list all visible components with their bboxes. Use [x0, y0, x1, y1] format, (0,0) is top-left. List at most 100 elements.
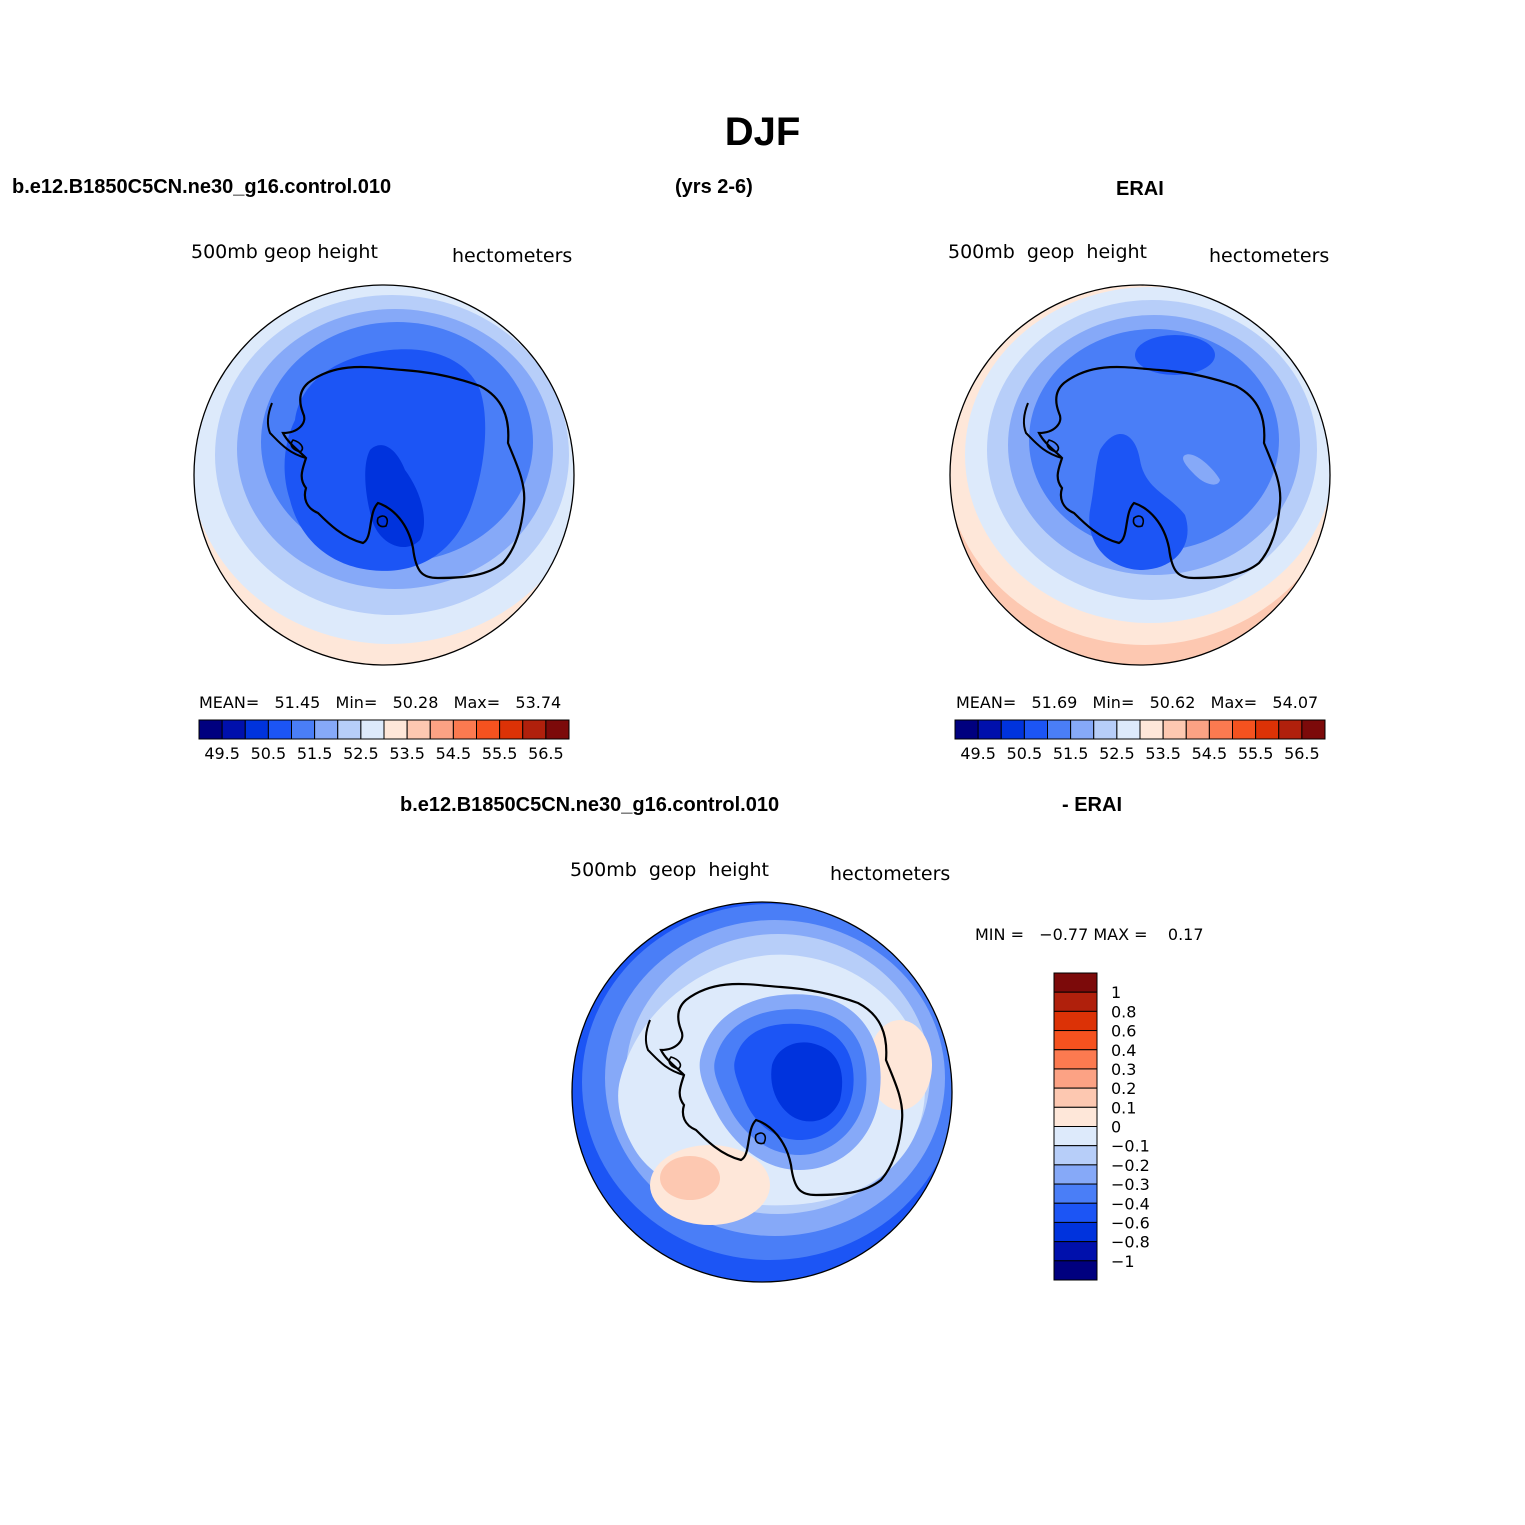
obs-colorbar-tick-label: 56.5: [1284, 744, 1320, 763]
difference-stats-label: MIN = −0.77 MAX = 0.17: [975, 925, 1204, 944]
model-colorbar-swatch: [406, 719, 431, 740]
model-colorbar-swatch: [198, 719, 223, 740]
difference-colorbar-swatch: [1053, 1145, 1098, 1166]
model-colorbar-tick-label: 55.5: [482, 744, 518, 763]
difference-colorbar-swatch: [1053, 1221, 1098, 1243]
difference-colorbar-swatch: [1053, 1183, 1098, 1204]
difference-colorbar-swatch: [1053, 1087, 1098, 1108]
difference-colorbar-swatch: [1053, 1260, 1098, 1281]
model-map: [193, 284, 575, 666]
model-colorbar-tick-label: 52.5: [343, 744, 379, 763]
difference-colorbar-tick-label: −0.3: [1111, 1175, 1150, 1194]
model-colorbar-tick-label: 51.5: [297, 744, 333, 763]
obs-stats-label: MEAN= 51.69 Min= 50.62 Max= 54.07: [956, 693, 1318, 712]
difference-colorbar-tick-label: 1: [1111, 983, 1121, 1002]
model-colorbar-swatch: [244, 719, 269, 740]
model-colorbar-swatch: [291, 719, 316, 740]
model-colorbar-swatch: [383, 719, 408, 740]
obs-colorbar-swatch: [1232, 719, 1257, 740]
difference-colorbar-tick-label: 0.8: [1111, 1002, 1136, 1021]
model-colorbar-tick-label: 53.5: [389, 744, 425, 763]
obs-colorbar-tick-label: 54.5: [1192, 744, 1228, 763]
difference-colorbar-swatch: [1053, 991, 1098, 1012]
difference-colorbar-tick-label: −0.8: [1111, 1233, 1150, 1252]
obs-colorbar-swatch: [1162, 719, 1187, 740]
obs-colorbar-swatch: [1023, 719, 1048, 740]
obs-colorbar-swatch: [1000, 719, 1025, 740]
difference-colorbar-swatch: [1053, 1164, 1098, 1185]
model-colorbar-swatch: [522, 719, 547, 740]
obs-colorbar-swatch: [1278, 719, 1303, 740]
model-colorbar-tick-label: 54.5: [436, 744, 472, 763]
difference-colorbar-tick-label: 0.6: [1111, 1022, 1136, 1041]
model-colorbar-swatch: [360, 719, 385, 740]
difference-colorbar-swatch: [1053, 1202, 1098, 1223]
difference-colorbar: 10.80.60.40.30.20.10−0.1−0.2−0.3−0.4−0.6…: [1053, 972, 1150, 1281]
obs-colorbar-swatch: [1185, 719, 1210, 740]
model-colorbar-swatch: [337, 719, 362, 740]
difference-colorbar-swatch: [1053, 1068, 1098, 1089]
obs-map: [949, 284, 1331, 666]
model-stats-label: MEAN= 51.45 Min= 50.28 Max= 53.74: [199, 693, 561, 712]
difference-colorbar-tick-label: −0.2: [1111, 1156, 1150, 1175]
difference-colorbar-tick-label: 0.4: [1111, 1041, 1136, 1060]
period-label: (yrs 2-6): [675, 176, 753, 198]
difference-colorbar-tick-label: 0.2: [1111, 1079, 1136, 1098]
obs-colorbar-swatch: [1093, 719, 1118, 740]
obs-colorbar-tick-label: 49.5: [960, 744, 996, 763]
obs-colorbar-swatch: [1208, 719, 1233, 740]
model-colorbar-swatch: [221, 719, 246, 740]
difference-colorbar-tick-label: −0.6: [1111, 1213, 1150, 1232]
obs-units-label: hectometers: [1209, 245, 1329, 267]
model-case-title: b.e12.B1850C5CN.ne30_g16.control.010: [12, 176, 392, 198]
obs-variable-label: 500mb geop height: [948, 241, 1147, 263]
difference-colorbar-swatch: [1053, 1106, 1098, 1127]
model-units-label: hectometers: [452, 245, 572, 267]
obs-colorbar-swatch: [1116, 719, 1141, 740]
obs-title: ERAI: [1116, 178, 1164, 200]
model-colorbar: 49.5 50.5 51.5 52.5 53.5 54.5 55.5 56.5: [198, 719, 570, 763]
difference-colorbar-swatch: [1053, 1126, 1098, 1147]
difference-colorbar-swatch: [1053, 972, 1098, 993]
model-colorbar-tick-label: 56.5: [528, 744, 564, 763]
difference-colorbar-tick-label: 0.1: [1111, 1098, 1136, 1117]
figure-title: DJF: [724, 110, 801, 154]
difference-colorbar-tick-label: −1: [1111, 1252, 1135, 1271]
difference-map: [571, 901, 953, 1283]
difference-colorbar-swatch: [1053, 1241, 1098, 1262]
obs-colorbar-tick-label: 52.5: [1099, 744, 1135, 763]
difference-variable-label: 500mb geop height: [570, 859, 769, 881]
difference-units-label: hectometers: [830, 863, 950, 885]
obs-colorbar-swatch: [1047, 719, 1072, 740]
obs-colorbar-swatch: [1139, 719, 1164, 740]
difference-title-model: b.e12.B1850C5CN.ne30_g16.control.010: [400, 794, 780, 816]
difference-colorbar-swatch: [1053, 1049, 1098, 1070]
difference-colorbar-swatch: [1053, 1010, 1098, 1032]
model-colorbar-swatch: [476, 719, 501, 740]
model-colorbar-swatch: [267, 719, 292, 740]
obs-colorbar-swatch: [1255, 719, 1280, 740]
obs-colorbar-swatch: [1301, 719, 1326, 740]
obs-colorbar-tick-label: 53.5: [1145, 744, 1181, 763]
model-colorbar-tick-label: 49.5: [204, 744, 240, 763]
obs-colorbar-tick-label: 51.5: [1053, 744, 1089, 763]
obs-colorbar-swatch: [977, 719, 1002, 740]
model-variable-label: 500mb geop height: [191, 241, 378, 263]
difference-colorbar-tick-label: −0.1: [1111, 1137, 1150, 1156]
difference-title-obs: - ERAI: [1062, 794, 1122, 816]
obs-colorbar-tick-label: 50.5: [1007, 744, 1043, 763]
model-colorbar-swatch: [429, 719, 454, 740]
model-colorbar-swatch: [545, 719, 570, 740]
obs-colorbar-swatch: [1070, 719, 1095, 740]
difference-colorbar-tick-label: 0: [1111, 1118, 1121, 1137]
difference-colorbar-swatch: [1053, 1030, 1098, 1051]
obs-colorbar-swatch: [954, 719, 979, 740]
obs-colorbar-tick-label: 55.5: [1238, 744, 1274, 763]
difference-colorbar-tick-label: 0.3: [1111, 1060, 1136, 1079]
model-colorbar-tick-label: 50.5: [251, 744, 287, 763]
difference-colorbar-tick-label: −0.4: [1111, 1194, 1150, 1213]
model-colorbar-swatch: [314, 719, 339, 740]
model-colorbar-swatch: [499, 719, 524, 740]
obs-colorbar: 49.5 50.5 51.5 52.5 53.5 54.5 55.5 56.5: [954, 719, 1326, 763]
